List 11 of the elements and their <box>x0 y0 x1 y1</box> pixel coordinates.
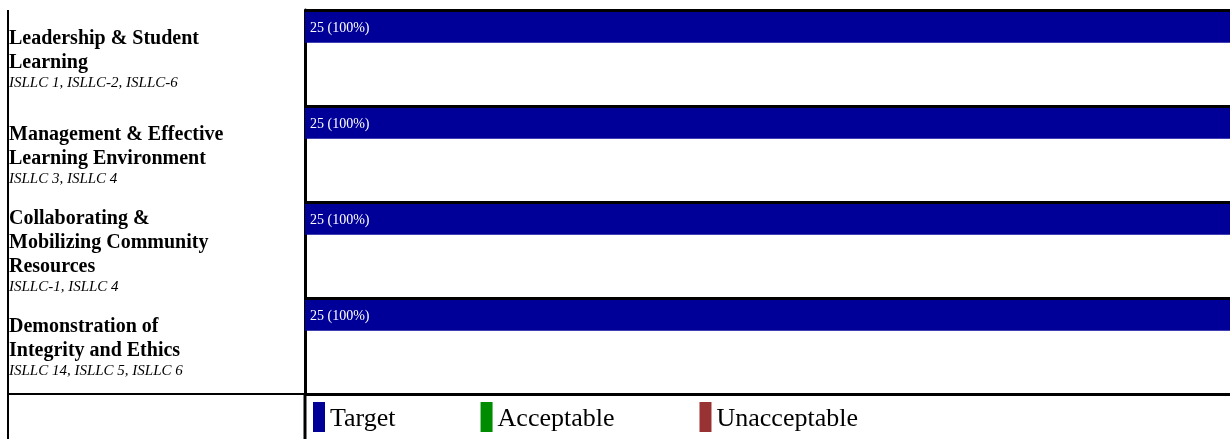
legend-label: Target <box>330 402 397 432</box>
y-tick-label: Leadership & Student Learning ISLLC 1, ISLLC-2, ISLLC-6 <box>8 26 200 90</box>
y-tick-label: Management & Effective Learning Environment ISLLC 3, ISLLC 4 <box>8 122 224 186</box>
legend-label: Unacceptable <box>716 402 858 432</box>
y-tick-label: Demonstration of Integrity and Ethics ISLLC 14, ISLLC 5, ISLLC 6 <box>8 314 184 378</box>
data-label: 25 (100%) <box>310 307 370 324</box>
data-label: 25 (100%) <box>310 19 370 36</box>
data-label: 25 (100%) <box>310 115 370 132</box>
legend-label: Acceptable <box>497 402 615 432</box>
data-label: 25 (100%) <box>310 211 370 228</box>
y-tick-label: Collaborating & Mobilizing Community Resources ISLLC-1, ISLLC 4 <box>8 206 209 294</box>
